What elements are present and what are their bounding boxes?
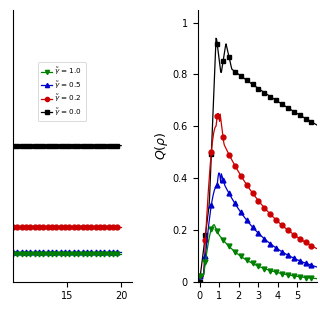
- Legend: $\tilde{\gamma}$ = 1.0, $\tilde{\gamma}$ = 0.5, $\tilde{\gamma}$ = 0.2, $\tilde{: $\tilde{\gamma}$ = 1.0, $\tilde{\gamma}$…: [38, 62, 86, 121]
- Y-axis label: $Q(\rho)$: $Q(\rho)$: [153, 132, 170, 160]
